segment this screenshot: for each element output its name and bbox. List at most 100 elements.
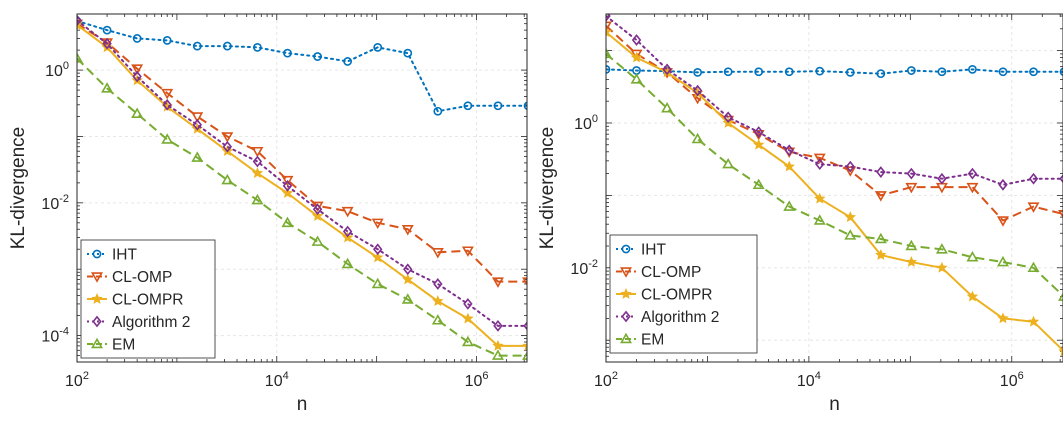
series-em	[77, 52, 527, 360]
y-tick-label: 10-4	[41, 326, 69, 346]
legend-marker	[91, 337, 103, 349]
legend-marker	[91, 272, 103, 283]
legend-label: CL-OMPR	[641, 287, 712, 304]
data-point	[522, 277, 527, 287]
legend-label: Algorithm 2	[112, 314, 190, 331]
data-point	[371, 277, 384, 289]
data-point	[491, 277, 504, 288]
data-point	[876, 166, 886, 178]
data-point	[754, 67, 764, 77]
data-point	[77, 18, 83, 30]
data-point	[692, 84, 703, 97]
data-point	[431, 314, 444, 325]
series-layer	[77, 14, 527, 360]
data-point	[522, 351, 527, 360]
data-point	[251, 193, 264, 205]
data-point	[192, 41, 202, 51]
data-point	[784, 67, 794, 77]
y-axis-label: KL-divergence	[8, 127, 29, 250]
data-point	[491, 349, 504, 360]
series-line	[77, 19, 527, 327]
axes-box	[605, 13, 1063, 363]
data-point	[935, 243, 948, 254]
data-point	[461, 246, 474, 257]
data-point	[372, 243, 383, 256]
data-point	[132, 34, 142, 43]
data-point	[813, 153, 826, 165]
data-point	[311, 210, 324, 222]
data-point	[341, 257, 354, 269]
x-tick-label: 104	[265, 370, 289, 390]
x-tick-label: 102	[594, 370, 618, 390]
series-cl-ompr	[606, 26, 1063, 357]
x-tick-label: 104	[797, 370, 821, 390]
legend-item: IHT	[616, 242, 667, 259]
data-point	[252, 155, 263, 168]
data-point	[815, 158, 825, 171]
data-point	[783, 160, 795, 172]
x-tick-label: 106	[465, 370, 489, 390]
data-point	[844, 229, 857, 240]
data-point	[874, 191, 887, 202]
data-point	[523, 321, 527, 331]
legend-marker	[92, 315, 102, 328]
data-point	[523, 101, 527, 111]
series-em	[606, 47, 1063, 301]
data-point	[813, 214, 826, 225]
data-point	[875, 249, 887, 260]
data-point	[341, 206, 354, 218]
series-layer	[606, 14, 1063, 357]
legend-item: CL-OMP	[616, 264, 701, 281]
legend-marker	[620, 287, 632, 299]
data-point	[996, 216, 1009, 227]
data-point	[493, 101, 503, 111]
data-point	[403, 48, 413, 58]
data-point	[905, 182, 918, 194]
data-point	[752, 178, 765, 190]
data-point	[845, 67, 855, 77]
data-point	[253, 42, 262, 52]
legend-item: CL-OMPR	[87, 292, 183, 309]
data-point	[432, 295, 444, 307]
data-point	[905, 239, 918, 251]
series-line	[606, 68, 1063, 75]
data-point	[281, 175, 294, 187]
data-point	[936, 261, 948, 273]
y-tick-label: 10-2	[41, 193, 69, 213]
legend-label: EM	[641, 332, 664, 349]
series-line	[606, 15, 1063, 186]
data-point	[342, 225, 353, 238]
legend-label: CL-OMP	[112, 269, 172, 286]
legend-label: CL-OMPR	[112, 292, 183, 309]
data-point	[102, 37, 112, 50]
data-point	[431, 248, 444, 259]
data-point	[102, 25, 112, 35]
data-point	[131, 107, 144, 118]
data-point	[1027, 315, 1040, 327]
data-point	[222, 41, 232, 51]
data-point	[966, 182, 979, 194]
data-point	[463, 298, 473, 310]
x-tick-label: 102	[65, 370, 89, 390]
data-point	[723, 67, 733, 77]
legend-item: Algorithm 2	[616, 309, 719, 326]
data-point	[371, 251, 384, 263]
data-point	[522, 342, 527, 351]
data-point	[606, 47, 612, 59]
data-point	[281, 216, 294, 228]
legend-label: CL-OMP	[641, 264, 701, 281]
data-point	[784, 144, 794, 157]
data-point	[403, 263, 413, 276]
data-point	[461, 335, 474, 347]
data-point	[282, 180, 293, 192]
y-tick-label: 100	[574, 113, 598, 133]
data-point	[493, 320, 503, 332]
series-line	[606, 31, 1063, 352]
legend-item: CL-OMPR	[616, 287, 712, 304]
data-point	[221, 173, 234, 185]
chart-panel-1: 102 104 106 10-4 10-2 100 n KL-divergence IHT CL-…	[8, 13, 528, 415]
data-point	[313, 52, 322, 61]
data-point	[997, 312, 1009, 324]
x-axis-label: n	[297, 394, 308, 415]
